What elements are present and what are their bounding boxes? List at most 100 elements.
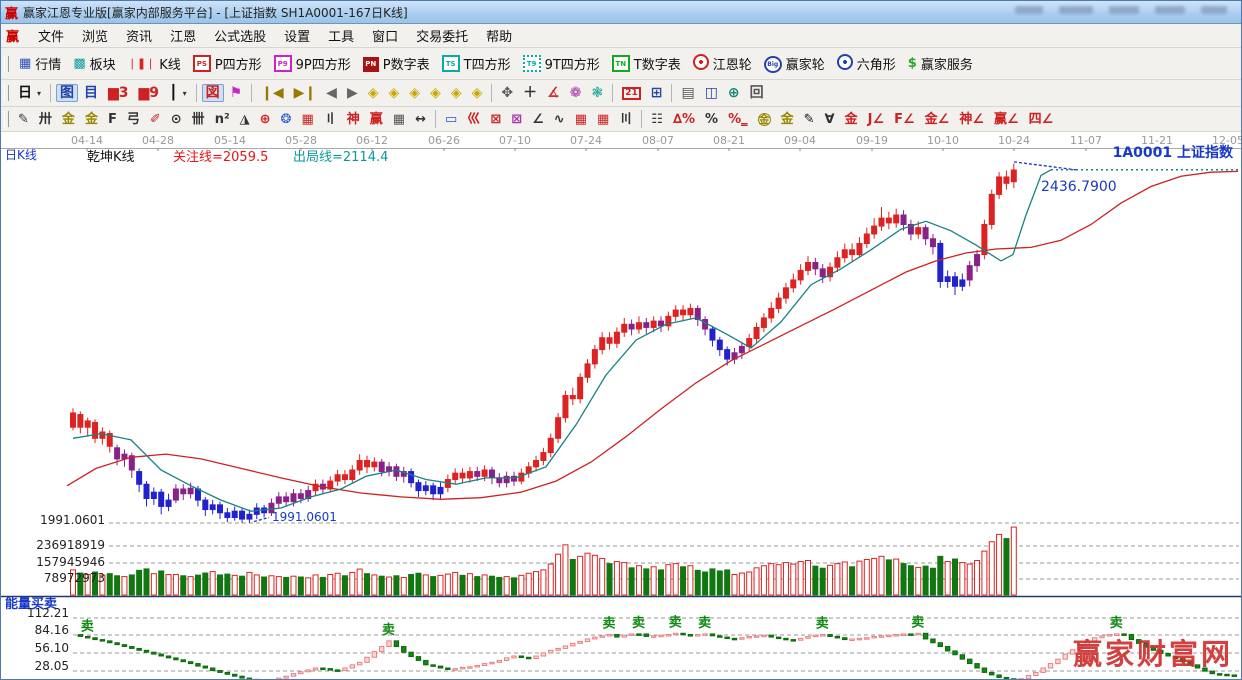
star-blue-button[interactable]: ❂ [277, 111, 296, 128]
winner-wheel-button[interactable]: Big 赢家轮 [759, 51, 830, 76]
menu-item-window[interactable]: 窗口 [372, 30, 399, 45]
gold-angle-button[interactable]: 金∠ [921, 111, 954, 128]
mini-chart-9-button[interactable]: ▆9 [135, 84, 164, 102]
print-button[interactable]: 回 [746, 84, 768, 102]
calendar-21-button[interactable]: 21 [618, 85, 645, 102]
toolbar-grip[interactable] [4, 55, 9, 72]
comb-wide-button[interactable]: 卌 [188, 111, 209, 128]
gold-ruler-1-button[interactable]: 金 [58, 111, 79, 128]
next-bar-button[interactable]: ▶ [343, 84, 362, 102]
winner-service-button[interactable]: $ 赢家服务 [903, 51, 978, 76]
red-grid-button[interactable]: ▦ [297, 111, 317, 128]
info-panel-button[interactable]: 目 [80, 84, 102, 102]
save-button[interactable]: ◫ [701, 84, 722, 102]
triple-slash-button[interactable]: 〣 [615, 111, 636, 128]
menu-item-formula-pick[interactable]: 公式选股 [214, 30, 267, 45]
levels-button[interactable]: ☷ [647, 111, 667, 128]
gann-wheel-button[interactable]: 江恩轮 [688, 51, 757, 77]
toolbar-grip[interactable] [4, 85, 9, 101]
prev-bar-button[interactable]: ◀ [322, 84, 341, 102]
menu-item-browse[interactable]: 浏览 [82, 30, 109, 45]
width-span-button[interactable]: ↔ [411, 111, 430, 128]
scale-right-button[interactable]: ◈ [385, 84, 404, 102]
t-number-table-button[interactable]: TN T数字表 [607, 51, 686, 76]
scale-left-button[interactable]: ◈ [364, 84, 383, 102]
mini-chart-3-button[interactable]: ▆3 [104, 84, 133, 102]
p-square-button[interactable]: PS P四方形 [188, 51, 267, 76]
net-update-button[interactable]: ⊕ [724, 84, 744, 102]
notes-button[interactable]: ▤ [677, 84, 698, 102]
prism-button[interactable]: ◮ [236, 111, 254, 128]
f-angle-button[interactable]: F∠ [890, 111, 919, 128]
measure-angle-button[interactable]: ∡ [543, 84, 564, 102]
fan-red-button[interactable]: 巛 [463, 111, 484, 128]
si-angle-button[interactable]: 四∠ [1025, 111, 1058, 128]
menu-item-trade-entrust[interactable]: 交易委托 [416, 30, 469, 45]
period-day-button[interactable]: 日 ▾ [14, 84, 45, 102]
gold-red-button[interactable]: 金 [841, 111, 862, 128]
goto-last-button[interactable]: ▶❙ [290, 84, 321, 102]
n-square-button[interactable]: n² [211, 111, 234, 128]
bow-tool-button[interactable]: 弓 [123, 111, 144, 128]
menu-item-gann[interactable]: 江恩 [170, 30, 197, 45]
win-tool-button[interactable]: 赢 [366, 111, 387, 128]
grid-123-button[interactable]: ▦ [389, 111, 409, 128]
gold-levels-button[interactable]: 金 [777, 111, 798, 128]
9p-square-button[interactable]: P9 9P四方形 [269, 51, 356, 76]
percent-button[interactable]: % [701, 111, 722, 128]
menu-item-settings[interactable]: 设置 [284, 30, 311, 45]
grid-red-1-button[interactable]: ▦ [571, 111, 591, 128]
comb-lines-button[interactable]: 卅 [35, 111, 56, 128]
kline-button[interactable]: ❘❚❘ K线 [123, 51, 186, 76]
grid-123-icon: ▦ [392, 111, 406, 127]
pen-button[interactable]: ✎ [14, 111, 33, 128]
box-cross-purple-button[interactable]: ⊠ [507, 111, 526, 128]
scale-h-shrink-button[interactable]: ◈ [426, 84, 445, 102]
9t-square-button[interactable]: T9 9T四方形 [518, 51, 605, 76]
hexagon-button[interactable]: 六角形 [832, 51, 901, 77]
tool-purple-button[interactable]: ❁ [566, 84, 586, 102]
red-pen-button[interactable]: ✐ [146, 111, 165, 128]
f-ruler-button[interactable]: F [104, 111, 121, 128]
scale-h-expand-button[interactable]: ◈ [405, 84, 424, 102]
tool-teal-button[interactable]: ❃ [587, 84, 607, 102]
menu-item-news[interactable]: 资讯 [126, 30, 153, 45]
goto-first-button[interactable]: ❙◀ [257, 84, 288, 102]
scale-expand-button[interactable]: ◈ [447, 84, 466, 102]
pen-black-button[interactable]: ✎ [800, 111, 819, 128]
p-number-table-button[interactable]: PN P数字表 [358, 51, 435, 76]
target-red-button[interactable]: ⊕ [256, 111, 275, 128]
color-flag-button[interactable]: ⚑ [226, 84, 247, 102]
calculator-button[interactable]: ⊞ [647, 84, 667, 102]
toolbar-grip[interactable] [4, 111, 9, 127]
quotes-button[interactable]: ▦ 行情 [14, 51, 66, 76]
drag-hand-button[interactable]: ✥ [497, 84, 517, 102]
scale-shrink-button[interactable]: ◈ [468, 84, 487, 102]
menu-item-tools[interactable]: 工具 [328, 30, 355, 45]
a-wave-button[interactable]: ∀ [821, 111, 839, 128]
circle-divide-button[interactable]: ⊙ [167, 111, 186, 128]
wave-tool-button[interactable]: ∿ [550, 111, 569, 128]
grid-red-2-button[interactable]: ▦ [593, 111, 613, 128]
full-view-button[interactable]: 图 [56, 84, 79, 102]
t-square-button[interactable]: TS T四方形 [437, 51, 516, 76]
gold-ruler-2-button[interactable]: 金 [81, 111, 102, 128]
box-cross-red-button[interactable]: ⊠ [486, 111, 505, 128]
box-blue-button[interactable]: ▭ [441, 111, 461, 128]
shen-tool-button[interactable]: 神 [343, 111, 364, 128]
candle-style-button[interactable]: ⎮ ▾ [165, 84, 191, 102]
menu-item-help[interactable]: 帮助 [486, 30, 513, 45]
gold-circle-button[interactable]: 金 [754, 111, 775, 128]
percent-triangle-button[interactable]: ∆% [669, 111, 699, 128]
shen-angle-button[interactable]: 神∠ [955, 111, 988, 128]
pause-lines-button[interactable]: 〢 [320, 111, 341, 128]
j-angle-button[interactable]: J∠ [864, 111, 889, 128]
percent-lines-button[interactable]: %‗ [724, 111, 752, 128]
slash-lines-button[interactable]: ∠ [528, 111, 548, 128]
kline-chart[interactable]: 卖卖卖卖卖卖卖卖卖 [1, 148, 1241, 680]
menu-item-file[interactable]: 文件 [38, 30, 65, 45]
win-angle-button[interactable]: 赢∠ [990, 111, 1023, 128]
sectors-button[interactable]: ▩ 板块 [68, 51, 120, 76]
crosshair-button[interactable]: ＋ [519, 84, 541, 102]
pattern-area-button[interactable]: 図 [201, 84, 224, 102]
